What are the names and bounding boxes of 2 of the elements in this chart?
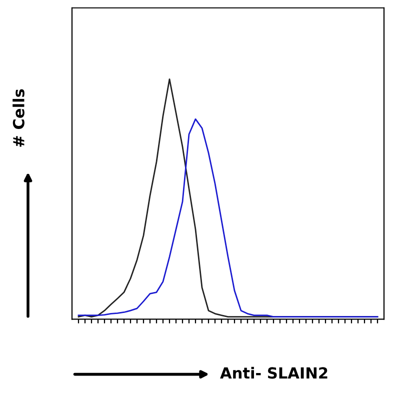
x-axis-title: Anti- SLAIN2 [220,366,328,379]
y-axis-title: # Cells [12,89,24,147]
